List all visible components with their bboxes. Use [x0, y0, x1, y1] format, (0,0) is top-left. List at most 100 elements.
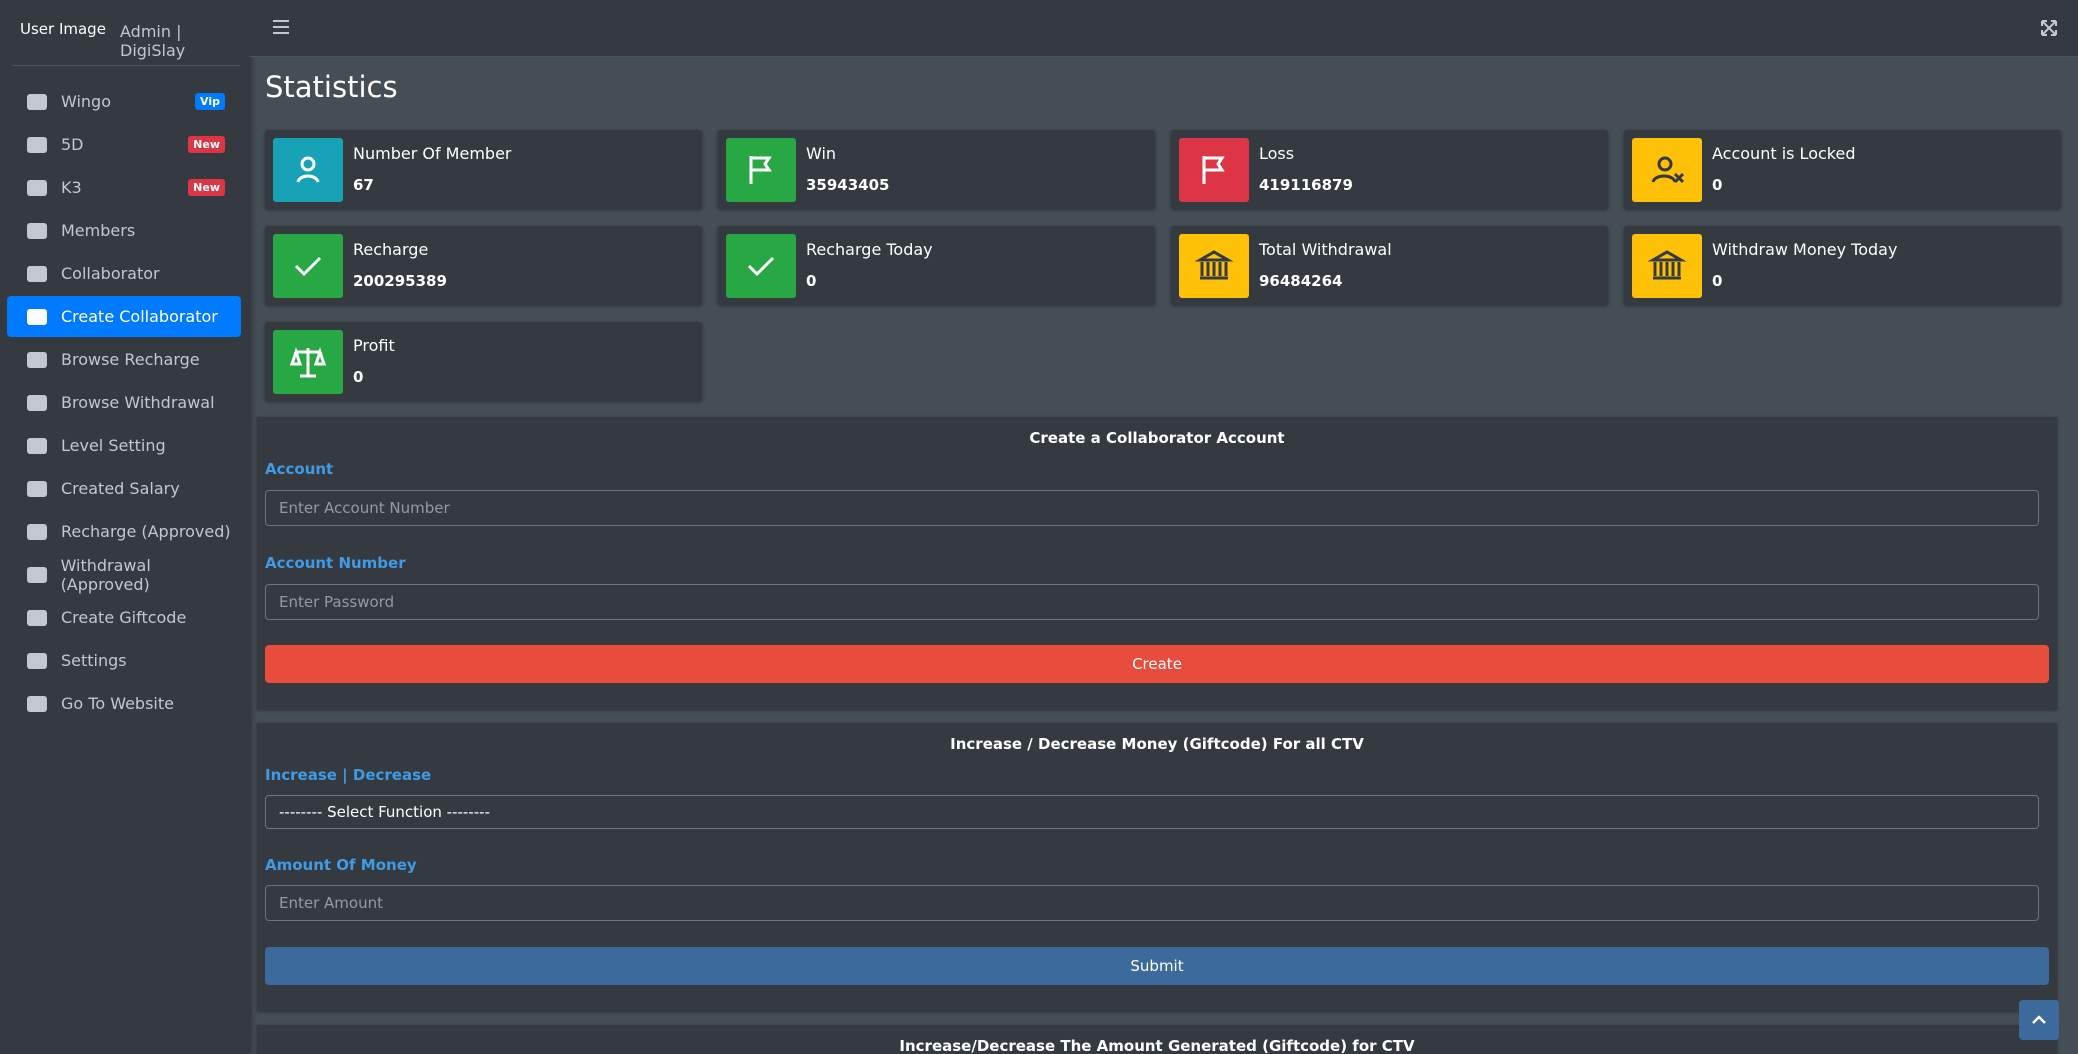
submit-button[interactable]: Submit [265, 947, 2049, 985]
stat-value: 0 [806, 272, 817, 290]
menu-item[interactable]: Settings [7, 640, 241, 681]
stat-card: Win 35943405 [718, 130, 1155, 209]
stat-icon [273, 330, 343, 394]
stat-icon [273, 138, 343, 202]
form-card: Increase / Decrease Money (Giftcode) For… [257, 723, 2057, 1011]
form-label: Amount Of Money [265, 856, 417, 874]
stat-label: Account is Locked [1712, 144, 1856, 163]
menu-label: Created Salary [61, 479, 180, 498]
stat-value: 35943405 [806, 176, 890, 194]
stat-value: 67 [353, 176, 374, 194]
menu-item[interactable]: Collaborator [7, 253, 241, 294]
amount-input[interactable]: Enter Amount [265, 885, 2039, 921]
stat-label: Withdraw Money Today [1712, 240, 1898, 259]
menu-label: Members [61, 221, 136, 240]
form-title: Increase / Decrease Money (Giftcode) For… [950, 735, 1364, 753]
menu-item[interactable]: Members [7, 210, 241, 251]
account-input[interactable]: Enter Account Number [265, 490, 2039, 526]
stat-icon [1632, 138, 1702, 202]
fullscreen-button[interactable] [2041, 20, 2057, 36]
menu-label: 5D [61, 135, 84, 154]
menu-badge: Vip [195, 93, 225, 110]
function-select[interactable]: -------- Select Function -------- [265, 795, 2039, 829]
menu-label: Go To Website [61, 694, 174, 713]
stat-value: 96484264 [1259, 272, 1343, 290]
stat-label: Recharge Today [806, 240, 933, 259]
form-title: Increase/Decrease The Amount Generated (… [899, 1037, 1415, 1054]
menu-label: Create Giftcode [61, 608, 187, 627]
menu-item[interactable]: Go To Website [7, 683, 241, 724]
menu-item[interactable]: Level Setting [7, 425, 241, 466]
menu-label: Recharge (Approved) [61, 522, 231, 541]
menu-icon [27, 566, 47, 583]
menu-icon [27, 437, 47, 454]
stat-card: Withdraw Money Today 0 [1624, 226, 2061, 305]
topbar [249, 0, 2078, 57]
stat-card: Recharge 200295389 [265, 226, 702, 305]
stat-value: 0 [353, 368, 364, 386]
stat-card: Loss 419116879 [1171, 130, 1608, 209]
stat-icon [726, 138, 796, 202]
menu-icon [27, 609, 47, 626]
divider [12, 65, 240, 66]
menu-toggle[interactable] [273, 20, 289, 34]
password-input[interactable]: Enter Password [265, 584, 2039, 620]
menu-icon [27, 222, 47, 239]
menu-icon [27, 394, 47, 411]
menu-item[interactable]: Create Collaborator [7, 296, 241, 337]
menu-label: Browse Recharge [61, 350, 200, 369]
menu-badge: New [188, 136, 225, 153]
menu-icon [27, 351, 47, 368]
menu-item[interactable]: Create Giftcode [7, 597, 241, 638]
menu-item[interactable]: Withdrawal (Approved) [7, 554, 241, 595]
menu-item[interactable]: Browse Withdrawal [7, 382, 241, 423]
stat-value: 200295389 [353, 272, 447, 290]
menu-icon [27, 695, 47, 712]
stat-label: Number Of Member [353, 144, 512, 163]
stat-card: Profit 0 [265, 322, 702, 401]
menu-icon [27, 480, 47, 497]
sidebar: User Image Admin | DigiSlay Wingo Vip 5D Ne… [0, 0, 249, 1054]
scroll-top-button[interactable] [2019, 1000, 2059, 1040]
form-card: Increase/Decrease The Amount Generated (… [257, 1025, 2057, 1054]
stat-icon [1632, 234, 1702, 298]
menu-label: Create Collaborator [61, 307, 218, 326]
menu-icon [27, 523, 47, 540]
menu-item[interactable]: 5D New [7, 124, 241, 165]
stat-card: Account is Locked 0 [1624, 130, 2061, 209]
menu-item[interactable]: Recharge (Approved) [7, 511, 241, 552]
stat-label: Win [806, 144, 837, 163]
menu-label: Browse Withdrawal [61, 393, 215, 412]
form-card: Create a Collaborator Account Account En… [257, 417, 2057, 709]
stat-value: 419116879 [1259, 176, 1353, 194]
menu-label: K3 [61, 178, 82, 197]
menu-icon [27, 265, 47, 282]
menu-item[interactable]: Wingo Vip [7, 81, 241, 122]
stat-value: 0 [1712, 176, 1723, 194]
menu-badge: New [188, 179, 225, 196]
stat-icon [726, 234, 796, 298]
form-label: Account Number [265, 554, 406, 572]
menu-icon [27, 136, 47, 153]
stat-card: Recharge Today 0 [718, 226, 1155, 305]
stat-icon [1179, 234, 1249, 298]
menu-item[interactable]: Browse Recharge [7, 339, 241, 380]
stat-label: Profit [353, 336, 395, 355]
menu-icon [27, 652, 47, 669]
stat-icon [273, 234, 343, 298]
menu-item[interactable]: Created Salary [7, 468, 241, 509]
menu-label: Level Setting [61, 436, 166, 455]
brand-text[interactable]: Admin | DigiSlay [120, 22, 186, 60]
menu-icon [27, 308, 47, 325]
menu-label: Settings [61, 651, 127, 670]
menu-label: Withdrawal (Approved) [60, 555, 151, 594]
create-button[interactable]: Create [265, 645, 2049, 683]
menu-item[interactable]: K3 New [7, 167, 241, 208]
stat-icon [1179, 138, 1249, 202]
stat-value: 0 [1712, 272, 1723, 290]
brand-image: User Image [20, 20, 106, 38]
menu-label: Wingo [61, 92, 111, 111]
menu-icon [27, 93, 47, 110]
menu-label: Collaborator [61, 264, 160, 283]
